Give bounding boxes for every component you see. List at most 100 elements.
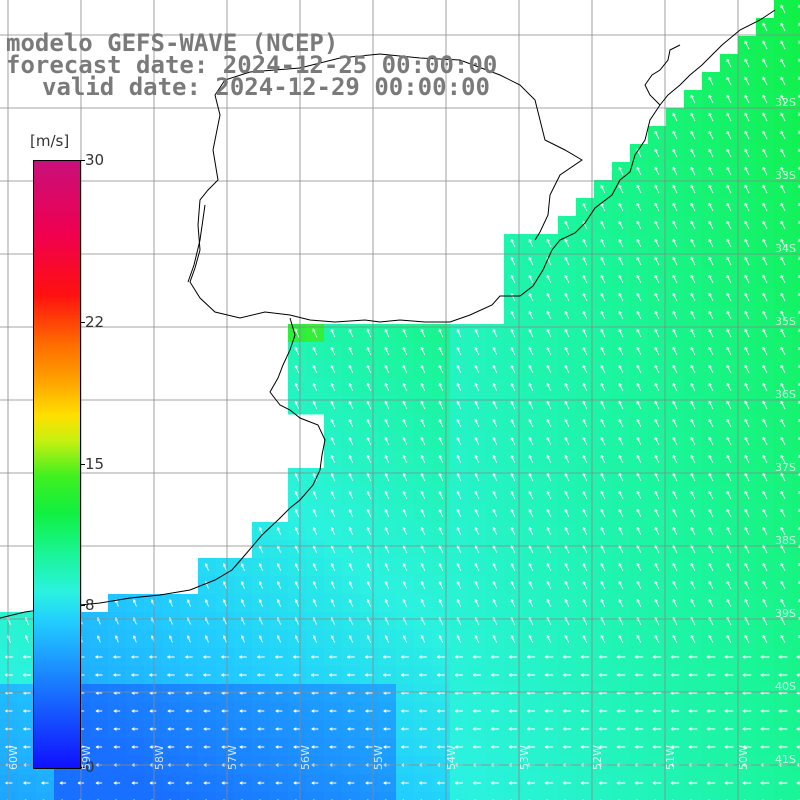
wind-arrow [330,563,336,571]
wind-arrow [672,526,678,536]
wind-arrow [670,709,680,713]
wind-arrow [708,508,714,518]
wind-arrow [95,655,103,659]
wind-arrow [366,364,372,374]
wind-arrow [168,599,173,607]
wind-arrow [400,727,409,731]
colorbar-unit-label: [m/s] [30,132,70,150]
wind-arrow [636,580,642,590]
wind-arrow [510,490,516,499]
wind-arrow [762,346,768,356]
wind-arrow [708,130,714,140]
wind-arrow [654,508,660,518]
wind-arrow [744,634,750,644]
wind-arrow [311,745,319,749]
wind-arrow [384,508,390,517]
wind-arrow [598,727,608,731]
wind-arrow [708,526,714,536]
wind-arrow [762,76,768,86]
wind-arrow [348,364,354,374]
wind-arrow [438,490,444,499]
wind-arrow [652,709,662,713]
wind-arrow [600,526,606,536]
wind-speed-cell [792,720,800,739]
wind-arrow [582,256,588,266]
wind-arrow [688,781,698,785]
wind-arrow [528,472,534,481]
wind-arrow [22,655,32,659]
wind-arrow [726,130,732,140]
wind-speed-cell [270,792,289,800]
wind-arrow [690,346,696,356]
wind-arrow [131,655,139,659]
wind-arrow [670,781,680,785]
wind-arrow [420,382,426,392]
wind-arrow [436,673,445,677]
wind-arrow [708,148,714,158]
wind-arrow [95,673,103,677]
wind-arrow [384,328,390,338]
wind-arrow [456,580,462,589]
wind-arrow [546,508,552,517]
wind-arrow [474,508,480,517]
wind-arrow [726,238,732,248]
wind-arrow [490,655,500,659]
wind-arrow [600,562,606,571]
wind-arrow [636,238,642,248]
wind-arrow [778,727,788,731]
wind-speed-cell [792,702,800,721]
wind-arrow [672,634,678,644]
wind-arrow [330,346,336,356]
wind-arrow [456,508,462,517]
wind-arrow [726,580,732,590]
wind-arrow [402,526,408,535]
wind-arrow [580,745,590,749]
wind-arrow [456,328,462,337]
wind-speed-cell [792,648,800,667]
wind-arrow [690,130,696,140]
wind-arrow [347,727,355,731]
wind-arrow [780,580,786,590]
wind-arrow [418,709,427,713]
wind-arrow [618,598,624,607]
wind-arrow [616,781,626,785]
wind-arrow [762,490,768,500]
wind-arrow [762,112,768,122]
wind-arrow [690,292,696,302]
wind-arrow [456,346,462,355]
wind-arrow [456,454,462,463]
wind-arrow [744,598,750,608]
wind-arrow [185,745,193,749]
wind-arrow [654,490,660,500]
wind-arrow [724,745,734,749]
latitude-label: 39S [775,607,796,620]
wind-arrow [690,490,696,500]
wind-speed-cell [576,792,595,800]
wind-arrow [383,781,391,785]
longitude-label: 52W [591,745,604,770]
wind-arrow [402,346,408,356]
wind-arrow [618,364,624,374]
wind-arrow [654,274,660,284]
wind-arrow [618,436,624,446]
wind-speed-cell [792,576,800,595]
wind-arrow [437,781,445,785]
wind-arrow [762,94,768,104]
wind-arrow [654,634,660,644]
wind-arrow [528,490,534,499]
wind-speed-cell [792,450,800,469]
wind-arrow [654,238,660,248]
wind-arrow [203,745,211,749]
wind-arrow [780,4,786,14]
wind-arrow [330,418,336,427]
wind-arrow [618,292,624,302]
wind-arrow [564,580,570,589]
wind-arrow [706,655,716,659]
wind-arrow [616,673,626,677]
wind-arrow [330,382,336,392]
wind-arrow [438,400,444,410]
wind-arrow [780,454,786,464]
wind-arrow [528,328,534,338]
wind-arrow [492,382,498,391]
wind-arrow [456,382,462,391]
